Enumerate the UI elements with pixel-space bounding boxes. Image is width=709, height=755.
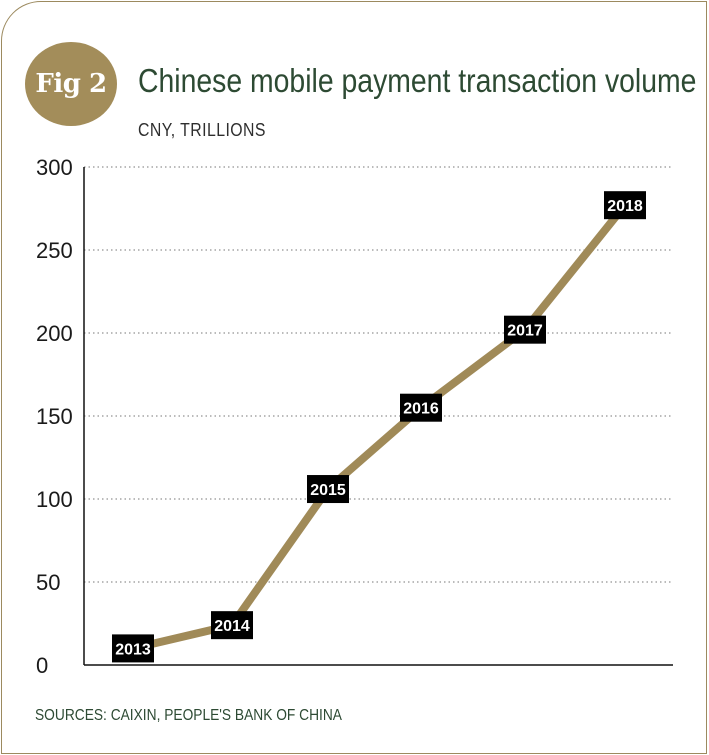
y-tick-label: 250 bbox=[36, 238, 73, 263]
data-point-label: 2015 bbox=[310, 482, 346, 499]
data-point-marker bbox=[604, 191, 646, 220]
data-point-label: 2017 bbox=[507, 323, 543, 340]
y-tick-label: 0 bbox=[36, 653, 48, 678]
data-point-marker bbox=[504, 315, 546, 344]
source-note: SOURCES: CAIXIN, PEOPLE'S BANK OF CHINA bbox=[35, 707, 342, 724]
y-tick-label: 50 bbox=[36, 570, 60, 595]
data-point-marker bbox=[112, 634, 154, 663]
chart-subtitle: CNY, TRILLIONS bbox=[138, 120, 266, 140]
figure-badge: Fig 2 bbox=[25, 42, 117, 126]
data-point-label: 2018 bbox=[607, 198, 643, 215]
y-tick-label: 100 bbox=[36, 487, 73, 512]
data-point-label: 2014 bbox=[214, 618, 250, 635]
data-point-marker bbox=[211, 611, 253, 640]
data-point-label: 2013 bbox=[115, 641, 151, 658]
y-tick-label: 200 bbox=[36, 321, 73, 346]
data-point-label: 2016 bbox=[403, 401, 439, 418]
data-point-marker bbox=[307, 475, 349, 504]
y-tick-label: 300 bbox=[36, 155, 73, 180]
data-point-marker bbox=[400, 393, 442, 422]
y-tick-label: 150 bbox=[36, 404, 73, 429]
chart-title: Chinese mobile payment transaction volum… bbox=[138, 62, 697, 99]
